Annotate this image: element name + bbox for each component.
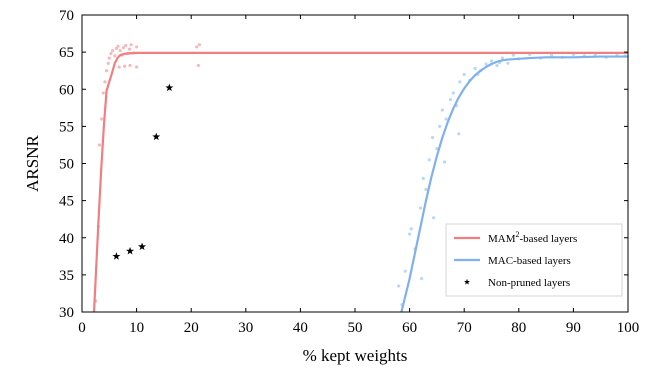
- legend-label: Non-pruned layers: [488, 277, 570, 289]
- scatter-point: [196, 63, 200, 68]
- scatter-point: [135, 65, 139, 69]
- x-tick-label: 100: [617, 320, 640, 336]
- scatter-point: [103, 80, 107, 84]
- scatter-point: [438, 124, 442, 128]
- x-axis-label: % kept weights: [303, 346, 408, 365]
- scatter-point: [430, 135, 435, 140]
- scatter-point: [549, 53, 554, 57]
- x-tick-label: 60: [402, 320, 417, 336]
- scatter-point: [409, 227, 413, 231]
- star-point: [112, 252, 121, 260]
- scatter-point: [107, 56, 111, 60]
- star-point: [126, 246, 135, 255]
- scatter-point: [110, 49, 115, 53]
- scatter-point: [118, 49, 122, 53]
- scatter-point: [397, 284, 401, 288]
- scatter-point: [489, 59, 494, 63]
- y-tick-label: 30: [59, 305, 74, 321]
- scatter-point: [424, 187, 428, 192]
- y-tick-label: 35: [59, 268, 74, 284]
- legend-label: MAC-based layers: [488, 255, 571, 267]
- scatter-point: [427, 158, 431, 162]
- series-line: [92, 51, 628, 312]
- scatter-point: [122, 64, 127, 68]
- scatter-point: [128, 63, 132, 68]
- scatter-point: [511, 53, 515, 57]
- scatter-point: [403, 269, 407, 273]
- x-tick-label: 40: [293, 320, 308, 336]
- scatter-point: [116, 44, 120, 48]
- series-2: [400, 55, 628, 312]
- scatter-point: [121, 46, 126, 50]
- legend: MAM2-based layers MAC-based layers Non-pru…: [445, 223, 623, 297]
- scatter-point: [104, 69, 109, 73]
- scatter-point: [127, 47, 132, 51]
- scatter-point: [462, 72, 466, 76]
- star-point: [165, 83, 174, 92]
- scatter-point: [473, 66, 477, 71]
- x-tick-label: 50: [348, 320, 363, 336]
- scatter-point: [117, 65, 121, 69]
- y-tick-label: 60: [59, 82, 74, 98]
- scatter-point: [109, 52, 113, 56]
- scatter-point: [101, 91, 105, 95]
- x-tick-label: 0: [78, 320, 86, 336]
- star-point: [152, 132, 161, 141]
- scatter-point: [97, 143, 102, 147]
- y-axis-label: ARSNR: [23, 134, 42, 191]
- scatter-point: [113, 54, 117, 58]
- scatter-point: [432, 216, 436, 220]
- scatter-point: [129, 43, 133, 47]
- y-tick-label: 65: [59, 45, 74, 61]
- scatter-point: [495, 63, 499, 68]
- scatter-point: [500, 56, 505, 60]
- scatter-point: [457, 132, 461, 136]
- axis-ticks: 0 10 20 30 40 50 60 70 80 90 100 30 35 40 45 50 55 60 65 70: [59, 8, 639, 336]
- series-4: [112, 83, 174, 260]
- legend-swatch: [463, 278, 471, 285]
- scatter-point: [444, 117, 448, 121]
- x-tick-label: 30: [238, 320, 253, 336]
- scatter-point: [442, 160, 447, 164]
- scatter-point: [197, 43, 201, 47]
- plot-content: [92, 43, 628, 312]
- scatter-point: [124, 43, 128, 48]
- series-1: [94, 43, 201, 303]
- x-tick-label: 70: [457, 320, 472, 336]
- y-tick-label: 45: [59, 194, 74, 210]
- y-tick-label: 50: [59, 157, 74, 173]
- scatter-point: [506, 61, 510, 65]
- scatter-point: [106, 61, 110, 65]
- scatter-point: [421, 176, 425, 180]
- scatter-point: [114, 46, 118, 51]
- y-tick-label: 55: [59, 119, 74, 135]
- series-line: [400, 55, 628, 312]
- scatter-point: [440, 108, 444, 112]
- x-tick-label: 90: [566, 320, 581, 336]
- series-0: [92, 51, 628, 312]
- star-point: [138, 242, 147, 251]
- y-tick-label: 70: [59, 8, 74, 24]
- x-tick-label: 80: [511, 320, 526, 336]
- scatter-point: [195, 45, 199, 49]
- x-tick-label: 10: [129, 320, 144, 336]
- scatter-point: [100, 117, 104, 121]
- scatter-point: [420, 276, 424, 281]
- legend-label: MAM2-based layers: [488, 230, 577, 245]
- scatter-point: [135, 45, 139, 49]
- scatter-point: [458, 80, 462, 84]
- scatter-point: [448, 98, 453, 102]
- scatter-point: [418, 206, 423, 210]
- y-tick-label: 40: [59, 231, 74, 247]
- scatter-point: [484, 62, 488, 66]
- scatter-point: [408, 232, 412, 236]
- scatter-point: [435, 147, 439, 151]
- scatter-point: [451, 91, 455, 95]
- x-tick-label: 20: [184, 320, 199, 336]
